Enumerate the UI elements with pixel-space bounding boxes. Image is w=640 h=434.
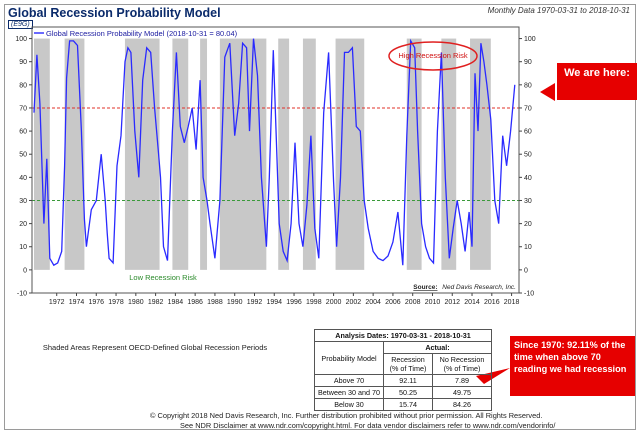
y-tick-label: 60 bbox=[19, 129, 27, 136]
x-tick-label: 1986 bbox=[187, 299, 203, 306]
shaded-periods bbox=[33, 38, 491, 270]
x-tick-label: 2002 bbox=[346, 299, 362, 306]
legend: Global Recession Probability Model (2018… bbox=[34, 29, 238, 38]
plot-border bbox=[31, 26, 520, 294]
x-tick-label: 2006 bbox=[385, 299, 401, 306]
y-tick-label: 50 bbox=[19, 152, 27, 159]
x-tick-label: 1988 bbox=[207, 299, 223, 306]
y-tick-label: 90 bbox=[19, 59, 27, 66]
x-tick-label: 1984 bbox=[168, 299, 184, 306]
x-tick-label: 1982 bbox=[148, 299, 164, 306]
x-tick-label: 2018 bbox=[504, 299, 520, 306]
y-tick-label: 50 bbox=[524, 152, 532, 159]
y-axis-right: -10 0 10 20 30 40 50 60 70 80 90 100 bbox=[519, 36, 536, 298]
y-axis-left: -10 0 10 20 30 40 50 60 70 80 90 100 bbox=[15, 36, 32, 298]
y-tick-label: -10 bbox=[17, 291, 27, 298]
y-tick-label: 30 bbox=[524, 198, 532, 205]
x-tick-label: 1972 bbox=[49, 299, 65, 306]
x-tick-label: 1994 bbox=[266, 299, 282, 306]
y-tick-label: 60 bbox=[524, 129, 532, 136]
chart-code: (E9G) bbox=[8, 20, 33, 29]
y-tick-label: 80 bbox=[19, 82, 27, 89]
x-tick-label: 2016 bbox=[484, 299, 500, 306]
table-row: Below 30 15.74 84.26 bbox=[314, 398, 492, 411]
y-tick-label: 80 bbox=[524, 82, 532, 89]
y-tick-label: 100 bbox=[15, 36, 27, 43]
x-tick-label: 1978 bbox=[108, 299, 124, 306]
table-header: Analysis Dates: 1970-03-31 - 2018-10-31 bbox=[314, 329, 492, 342]
y-tick-label: 100 bbox=[524, 36, 536, 43]
y-tick-label: 70 bbox=[524, 105, 532, 112]
x-tick-label: 1992 bbox=[247, 299, 263, 306]
table-actual: Actual: bbox=[383, 341, 492, 354]
y-tick-label: 70 bbox=[19, 105, 27, 112]
x-tick-label: 2008 bbox=[405, 299, 421, 306]
x-tick-label: 1996 bbox=[286, 299, 302, 306]
x-tick-label: 2012 bbox=[444, 299, 460, 306]
y-tick-label: 40 bbox=[524, 175, 532, 182]
x-tick-label: 2014 bbox=[464, 299, 480, 306]
copyright-text: © Copyright 2018 Ned Davis Research, Inc… bbox=[150, 411, 543, 420]
since-1970-callout: Since 1970: 92.11% of the time when abov… bbox=[510, 336, 635, 396]
y-tick-label: 20 bbox=[524, 221, 532, 228]
y-tick-label: -10 bbox=[524, 291, 534, 298]
recession-shade bbox=[335, 38, 365, 270]
x-tick-label: 2000 bbox=[326, 299, 342, 306]
y-tick-label: 0 bbox=[524, 267, 528, 274]
y-tick-label: 20 bbox=[19, 221, 27, 228]
recession-shade bbox=[172, 38, 189, 270]
high-risk-ellipse bbox=[388, 41, 478, 71]
y-tick-label: 10 bbox=[524, 244, 532, 251]
x-tick-label: 1998 bbox=[306, 299, 322, 306]
table-col2: No Recession (% of Time) bbox=[432, 353, 492, 375]
recession-shade bbox=[441, 38, 457, 270]
analysis-table: Analysis Dates: 1970-03-31 - 2018-10-31 … bbox=[314, 329, 492, 411]
recession-shade bbox=[406, 38, 422, 270]
y-tick-label: 10 bbox=[19, 244, 27, 251]
x-tick-label: 1980 bbox=[128, 299, 144, 306]
series-line bbox=[33, 38, 516, 267]
x-tick-label: 2010 bbox=[425, 299, 441, 306]
high-risk-label: High Recession Risk bbox=[398, 51, 467, 60]
x-tick-label: 1990 bbox=[227, 299, 243, 306]
chart-title: Global Recession Probability Model bbox=[8, 6, 221, 20]
low-risk-label: Low Recession Risk bbox=[129, 273, 197, 282]
source-label: Source: Ned Davis Research, Inc. bbox=[413, 284, 516, 291]
here-arrow bbox=[540, 83, 555, 101]
x-tick-label: 2004 bbox=[365, 299, 381, 306]
table-col0: Probability Model bbox=[314, 341, 384, 375]
table-row: Between 30 and 70 50.25 49.75 bbox=[314, 386, 492, 399]
recession-shade bbox=[219, 38, 267, 270]
legend-label: Global Recession Probability Model (2018… bbox=[46, 29, 238, 38]
y-tick-label: 0 bbox=[23, 267, 27, 274]
recession-shade bbox=[200, 38, 208, 270]
x-axis: 1972 1974 1976 1978 1980 1982 1984 1986 1988 1990… bbox=[49, 293, 520, 306]
date-range-label: Monthly Data 1970-03-31 to 2018-10-31 bbox=[487, 6, 630, 15]
shaded-areas-note: Shaded Areas Represent OECD-Defined Glob… bbox=[42, 343, 268, 352]
table-col1: Recession (% of Time) bbox=[383, 353, 433, 375]
y-tick-label: 90 bbox=[524, 59, 532, 66]
x-tick-label: 1976 bbox=[88, 299, 104, 306]
recession-shade bbox=[124, 38, 160, 270]
disclaimer-text: See NDR Disclaimer at www.ndr.com/copyri… bbox=[180, 421, 556, 430]
we-are-here-callout: We are here: bbox=[557, 63, 637, 100]
y-tick-label: 40 bbox=[19, 175, 27, 182]
table-row: Above 70 92.11 7.89 bbox=[314, 374, 492, 387]
y-tick-label: 30 bbox=[19, 198, 27, 205]
x-tick-label: 1974 bbox=[69, 299, 85, 306]
recession-shade bbox=[278, 38, 290, 270]
reference-lines bbox=[32, 107, 519, 201]
